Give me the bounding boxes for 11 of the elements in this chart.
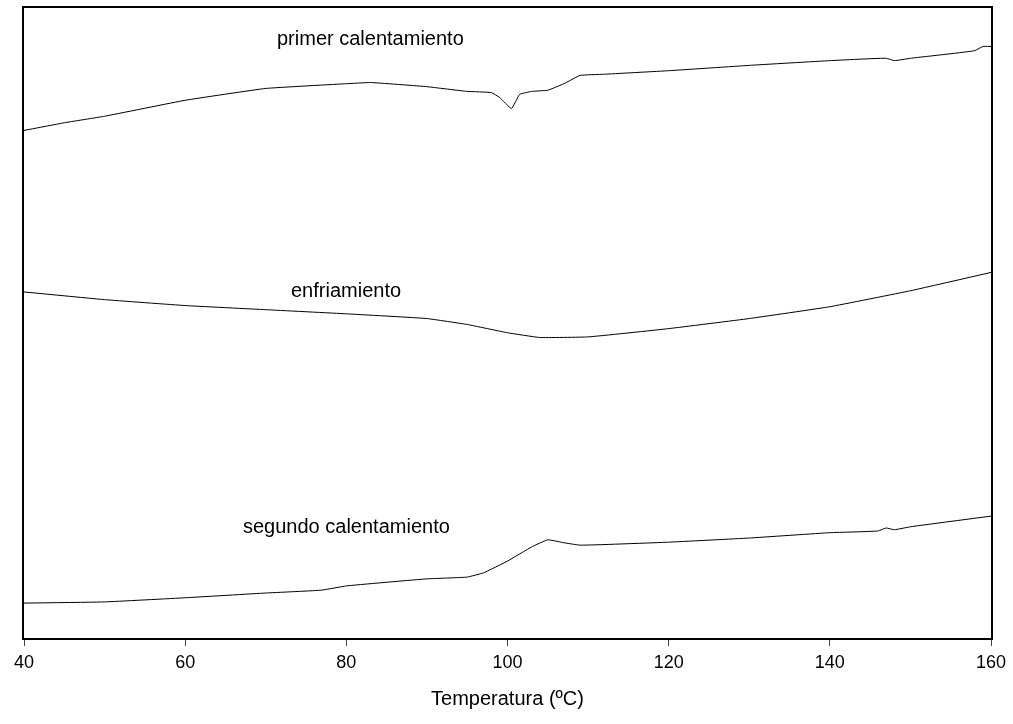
series-label: enfriamiento [291, 279, 402, 301]
text: segundo calentamiento [243, 515, 450, 537]
x-tick-label: 80 [336, 651, 357, 672]
series-label: primer calentamiento [277, 27, 464, 49]
x-tick-label: 120 [653, 651, 684, 672]
x-tick-label: 60 [175, 651, 196, 672]
x-tick-label: 100 [492, 651, 523, 672]
x-tick-label: 140 [814, 651, 845, 672]
x-tick-label: 40 [13, 651, 35, 672]
x-axis-title: Temperatura (ºC) [431, 686, 584, 709]
x-tick-label: 160 [975, 651, 1007, 672]
